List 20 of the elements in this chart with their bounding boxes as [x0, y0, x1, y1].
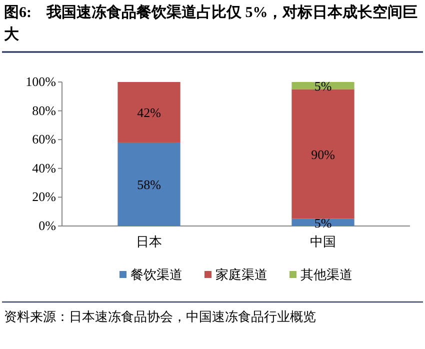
x-tick-label: 中国 — [310, 234, 336, 249]
y-tick-label: 20% — [32, 189, 56, 204]
y-tick-label: 100% — [26, 74, 56, 89]
y-tick-label: 40% — [32, 160, 56, 176]
y-tick-label: 60% — [32, 132, 56, 147]
bar — [118, 82, 180, 142]
legend-label: 家庭渠道 — [216, 267, 268, 282]
y-tick-label: 80% — [32, 102, 56, 118]
data-label: 42% — [137, 105, 162, 120]
chart-title: 图6: 我国速冻食品餐饮渠道占比仅 5%，对标日本成长空间巨大 — [4, 3, 419, 45]
data-label: 58% — [137, 177, 162, 192]
bar — [292, 89, 354, 219]
legend-label: 其他渠道 — [300, 267, 352, 282]
bar — [118, 142, 180, 226]
data-label: 5% — [314, 215, 332, 230]
y-tick-label: 0% — [38, 218, 56, 233]
x-tick-label: 日本 — [136, 234, 162, 249]
legend-label: 餐饮渠道 — [130, 267, 182, 282]
text: 资料来源：日本速冻食品协会，中国速冻食品行业概览 — [4, 309, 316, 324]
data-label: 90% — [311, 147, 336, 162]
